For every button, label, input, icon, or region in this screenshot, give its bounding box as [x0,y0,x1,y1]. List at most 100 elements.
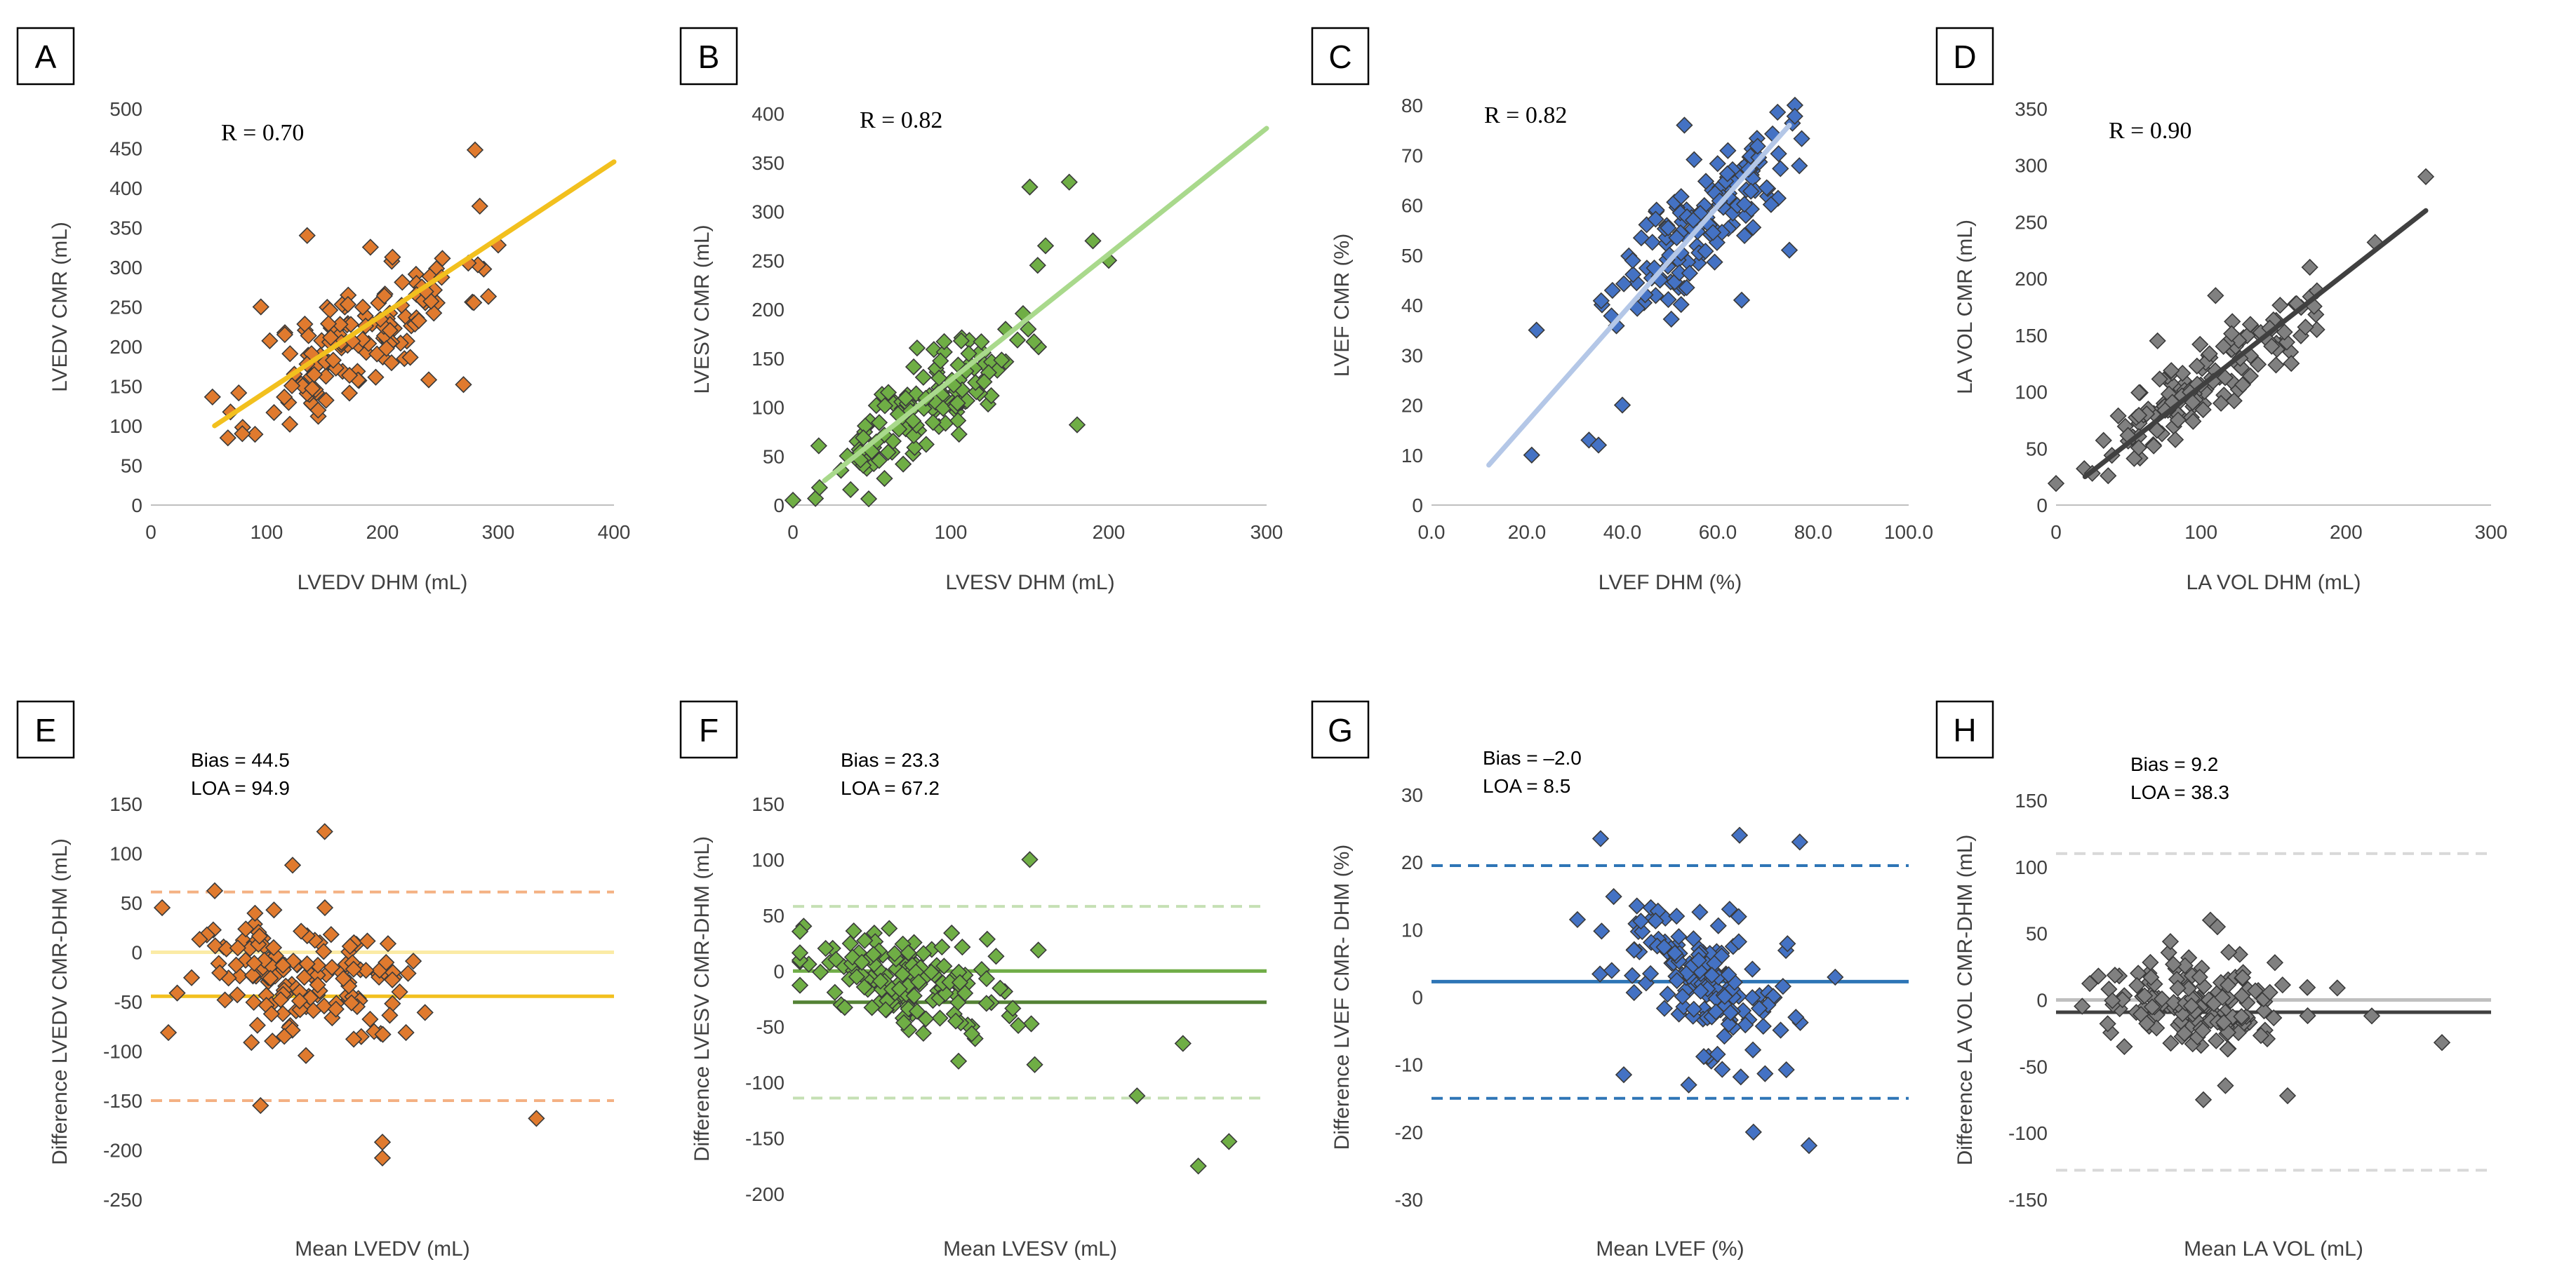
y-tick-label: -250 [103,1189,142,1211]
x-tick-label: 100.0 [1884,521,1933,543]
data-point [345,960,363,978]
x-axis-label: Mean LVESV (mL) [943,1237,1117,1261]
data-point [379,935,397,953]
x-axis-label: Mean LVEF (%) [1596,1237,1744,1261]
data-point [1721,901,1738,918]
data-point [1709,155,1726,173]
data-point [1668,907,1686,925]
data-point [1029,941,1047,959]
data-point [2047,475,2065,492]
data-point [1734,1002,1752,1019]
data-point [264,1033,281,1050]
data-point [951,974,969,991]
data-point [1787,1009,1805,1026]
data-point [1697,173,1715,190]
data-point [1749,137,1766,155]
data-point [2194,1022,2212,1040]
data-point [354,298,372,316]
data-point [1704,224,1722,241]
y-tick-label: 300 [752,201,785,223]
data-point [2283,354,2300,372]
data-point [1591,830,1610,847]
data-point [1025,333,1043,351]
data-point [2194,1091,2213,1108]
y-tick-label: -30 [1395,1189,1423,1211]
data-point [323,958,341,976]
y-axis-label: Difference LVEF CMR- DHM (%) [1330,845,1354,1150]
data-point [906,438,923,457]
data-point [295,969,313,986]
y-tick-label: 10 [1401,445,1423,466]
data-point [374,1026,392,1043]
data-point [1744,1123,1762,1141]
y-tick-label: 150 [752,348,785,370]
y-tick-label: 50 [2026,923,2048,945]
x-axis-label: Mean LVEDV (mL) [295,1237,470,1261]
data-point [1732,1068,1749,1086]
y-tick-label: 400 [752,103,785,125]
y-tick-label: 0 [773,495,785,516]
data-point [1592,292,1610,309]
data-point [309,401,327,419]
data-point [924,414,942,431]
x-tick-label: 20.0 [1508,521,1547,543]
data-point [1754,1017,1772,1035]
data-point [322,926,340,943]
y-tick-label: 150 [2015,325,2048,347]
data-point [876,397,894,415]
data-point [897,389,914,407]
data-point [1662,310,1680,328]
data-point [1772,1021,1789,1039]
data-point [853,953,871,971]
data-point [1780,241,1798,259]
data-point [378,340,395,357]
data-point [2160,943,2177,962]
data-point [949,993,967,1012]
data-point [234,425,251,443]
data-point [1647,912,1664,929]
data-point [914,945,933,962]
data-point [281,345,299,363]
data-point [817,939,834,958]
y-tick-label: 0 [1412,987,1423,1009]
loa-value: LOA = 67.2 [841,777,940,799]
panel-e: E 150 100 50 0 -50 -100 -150 -200 -250 Mean LVEDV … [16,700,614,1261]
data-point [870,452,888,469]
data-point [283,377,301,395]
data-point [932,352,949,370]
data-point [1714,1061,1731,1078]
data-point [227,956,245,974]
y-tick-label: -150 [103,1090,142,1112]
data-point [359,932,376,950]
panel-label-b: B [698,39,720,75]
data-point [276,388,293,406]
data-point [1716,988,1734,1005]
data-point [1720,1015,1737,1033]
panel-label-a: A [35,39,57,75]
data-point [1697,242,1714,260]
y-tick-label: 300 [2015,155,2048,177]
data-point [1655,939,1673,956]
data-point [895,455,912,473]
data-point [265,403,283,422]
data-point [1733,291,1751,309]
y-tick-label: 50 [763,905,785,927]
panel-c: C 0 10 20 30 40 50 60 70 80 LVEF DHM (%) LVEF CMR (… [1311,27,1933,594]
data-point [791,976,809,994]
data-point [1625,983,1643,1002]
data-point [952,332,970,349]
panel-label-g: G [1328,712,1353,748]
data-point [2081,975,2099,993]
data-point [1009,1016,1027,1035]
data-point [1625,941,1643,959]
data-point [845,922,862,940]
panel-label-box-a [16,27,75,86]
data-point [245,993,262,1011]
data-point [791,944,809,962]
data-point [1707,1003,1725,1021]
data-point [1568,911,1587,929]
y-tick-label: 150 [2015,790,2048,812]
data-point [2241,316,2260,333]
data-point [2109,407,2127,424]
data-point [2166,431,2184,448]
